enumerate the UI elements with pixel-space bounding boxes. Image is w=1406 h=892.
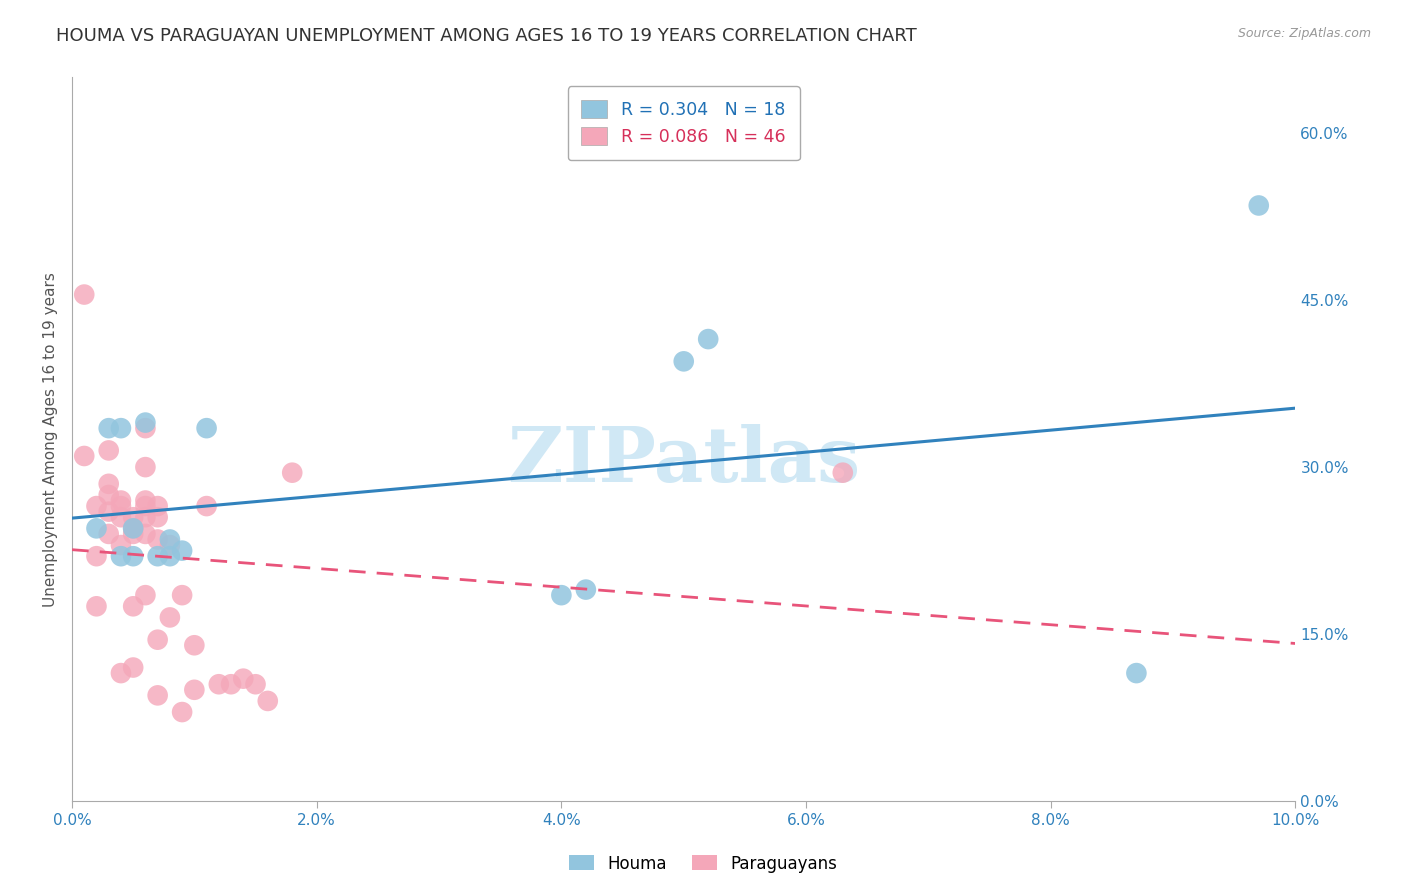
Point xyxy=(245,677,267,691)
Point xyxy=(122,599,145,614)
Point xyxy=(122,527,145,541)
Point xyxy=(183,638,205,652)
Point xyxy=(134,416,156,430)
Point xyxy=(134,421,156,435)
Point xyxy=(159,538,181,552)
Point xyxy=(146,632,169,647)
Point xyxy=(146,499,169,513)
Point xyxy=(122,660,145,674)
Point xyxy=(86,521,108,535)
Point xyxy=(672,354,695,368)
Point xyxy=(575,582,598,597)
Point xyxy=(134,527,156,541)
Point xyxy=(550,588,572,602)
Point xyxy=(110,499,132,513)
Text: Source: ZipAtlas.com: Source: ZipAtlas.com xyxy=(1237,27,1371,40)
Point xyxy=(195,421,218,435)
Point xyxy=(256,694,278,708)
Point xyxy=(183,682,205,697)
Point xyxy=(122,510,145,524)
Point xyxy=(232,672,254,686)
Legend: Houma, Paraguayans: Houma, Paraguayans xyxy=(562,848,844,880)
Point xyxy=(110,493,132,508)
Point xyxy=(146,549,169,564)
Point xyxy=(134,510,156,524)
Point xyxy=(122,521,145,535)
Point xyxy=(73,449,96,463)
Point xyxy=(110,549,132,564)
Point xyxy=(110,666,132,681)
Point xyxy=(86,499,108,513)
Point xyxy=(146,510,169,524)
Point xyxy=(97,488,120,502)
Point xyxy=(86,599,108,614)
Point xyxy=(97,527,120,541)
Point xyxy=(97,443,120,458)
Point xyxy=(86,549,108,564)
Point xyxy=(122,521,145,535)
Text: HOUMA VS PARAGUAYAN UNEMPLOYMENT AMONG AGES 16 TO 19 YEARS CORRELATION CHART: HOUMA VS PARAGUAYAN UNEMPLOYMENT AMONG A… xyxy=(56,27,917,45)
Point xyxy=(281,466,304,480)
Point xyxy=(146,533,169,547)
Point xyxy=(219,677,242,691)
Point xyxy=(831,466,853,480)
Point xyxy=(1125,666,1147,681)
Point xyxy=(172,588,194,602)
Point xyxy=(134,460,156,475)
Point xyxy=(122,549,145,564)
Point xyxy=(134,499,156,513)
Point xyxy=(697,332,720,346)
Point xyxy=(97,476,120,491)
Point xyxy=(73,287,96,301)
Point xyxy=(159,610,181,624)
Point xyxy=(159,533,181,547)
Point xyxy=(134,493,156,508)
Point xyxy=(97,505,120,519)
Point xyxy=(1247,198,1270,212)
Point xyxy=(146,689,169,703)
Point xyxy=(208,677,231,691)
Y-axis label: Unemployment Among Ages 16 to 19 years: Unemployment Among Ages 16 to 19 years xyxy=(44,272,58,607)
Point xyxy=(97,421,120,435)
Point xyxy=(172,705,194,719)
Point xyxy=(172,543,194,558)
Point xyxy=(110,510,132,524)
Point xyxy=(195,499,218,513)
Text: ZIPatlas: ZIPatlas xyxy=(508,424,860,498)
Point xyxy=(159,549,181,564)
Legend: R = 0.304   N = 18, R = 0.086   N = 46: R = 0.304 N = 18, R = 0.086 N = 46 xyxy=(568,87,800,160)
Point xyxy=(134,588,156,602)
Point xyxy=(110,538,132,552)
Point xyxy=(110,421,132,435)
